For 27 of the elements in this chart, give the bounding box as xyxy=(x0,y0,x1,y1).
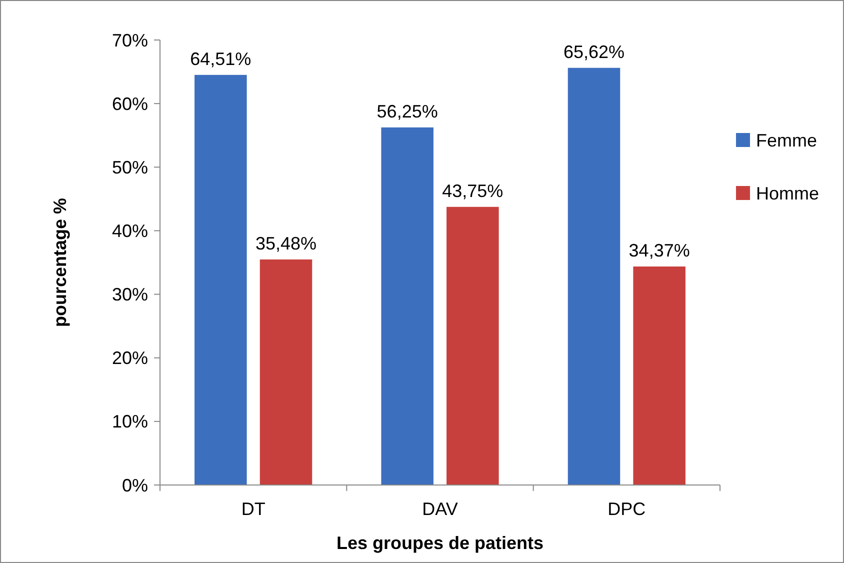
bar xyxy=(633,266,686,485)
y-axis-title: pourcentage % xyxy=(50,198,70,328)
bar xyxy=(194,74,247,485)
bar xyxy=(260,259,312,485)
data-label: 34,37% xyxy=(628,240,690,261)
y-tick-label: 40% xyxy=(112,221,148,242)
x-tick-label: DT xyxy=(241,499,266,519)
bar xyxy=(568,68,620,485)
y-tick-label: 20% xyxy=(112,348,148,368)
y-tick-label: 0% xyxy=(122,475,148,496)
y-tick-label: 10% xyxy=(112,412,148,432)
legend-label: Femme xyxy=(756,130,818,150)
data-label: 56,25% xyxy=(376,101,438,122)
y-tick-label: 50% xyxy=(112,157,148,178)
bar xyxy=(381,127,434,485)
data-label: 43,75% xyxy=(442,180,504,201)
bar xyxy=(446,206,499,485)
x-tick-label: DAV xyxy=(422,499,458,519)
x-tick-label: DPC xyxy=(608,499,646,519)
y-tick-label: 70% xyxy=(112,30,148,50)
data-label: 65,62% xyxy=(563,42,625,62)
x-axis-title: Les groupes de patients xyxy=(336,533,544,553)
legend-label: Homme xyxy=(756,183,820,204)
y-tick-label: 60% xyxy=(112,94,148,114)
data-label: 35,48% xyxy=(255,233,317,254)
y-tick-label: 30% xyxy=(112,284,148,305)
data-label: 64,51% xyxy=(190,48,252,69)
